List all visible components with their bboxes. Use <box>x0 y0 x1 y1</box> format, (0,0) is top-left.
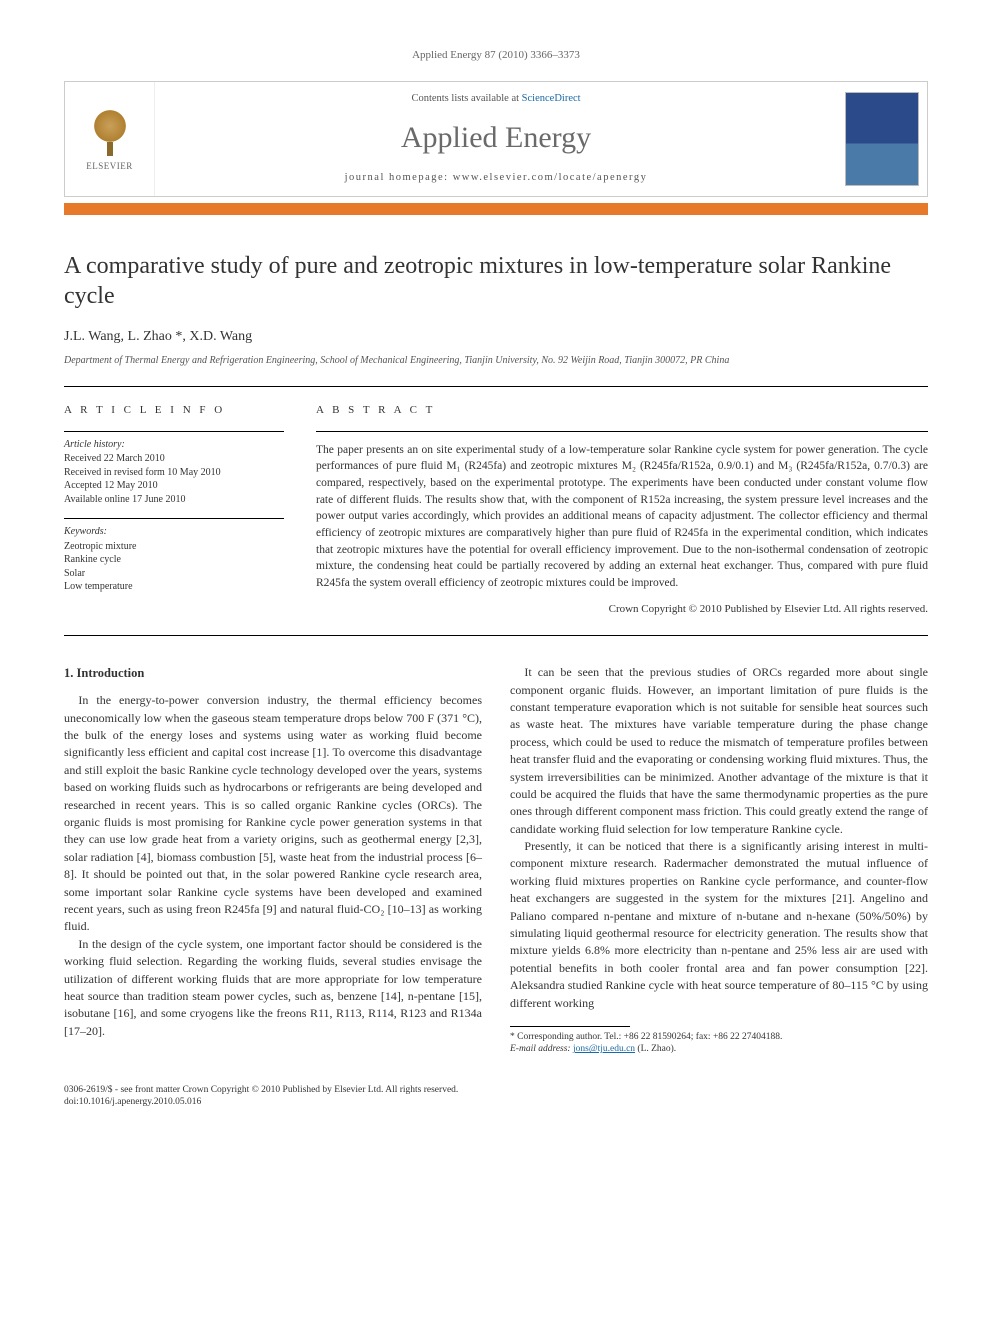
article-title: A comparative study of pure and zeotropi… <box>64 251 928 311</box>
running-head: Applied Energy 87 (2010) 3366–3373 <box>64 48 928 63</box>
sciencedirect-link[interactable]: ScienceDirect <box>522 93 581 104</box>
rule-bottom <box>64 635 928 636</box>
abstract-text: The paper presents an on site experiment… <box>316 442 928 592</box>
page-footer: 0306-2619/$ - see front matter Crown Cop… <box>64 1084 928 1109</box>
section-heading-intro: 1. Introduction <box>64 664 482 682</box>
history-line: Received in revised form 10 May 2010 <box>64 466 284 480</box>
accent-bar <box>64 203 928 215</box>
publisher-label: ELSEVIER <box>86 160 133 173</box>
journal-title: Applied Energy <box>163 117 829 159</box>
keyword: Rankine cycle <box>64 553 284 567</box>
footer-doi: doi:10.1016/j.apenergy.2010.05.016 <box>64 1096 928 1108</box>
abstract-copyright: Crown Copyright © 2010 Published by Else… <box>316 602 928 617</box>
email-label: E-mail address: <box>510 1044 571 1054</box>
history-label: Article history: <box>64 438 284 452</box>
contents-prefix: Contents lists available at <box>411 93 521 104</box>
footer-front-matter: 0306-2619/$ - see front matter Crown Cop… <box>64 1084 928 1096</box>
body-paragraph: It can be seen that the previous studies… <box>510 664 928 838</box>
elsevier-tree-icon <box>85 106 135 156</box>
journal-cover-thumb <box>846 93 918 185</box>
corresponding-email-link[interactable]: jons@tju.edu.cn <box>573 1044 635 1054</box>
journal-homepage-line: journal homepage: www.elsevier.com/locat… <box>163 171 829 186</box>
masthead-center: Contents lists available at ScienceDirec… <box>155 82 837 195</box>
footnote-separator <box>510 1026 630 1027</box>
keyword: Solar <box>64 567 284 581</box>
body-paragraph: Presently, it can be noticed that there … <box>510 838 928 1012</box>
body-paragraph: In the energy-to-power conversion indust… <box>64 692 482 935</box>
keyword: Low temperature <box>64 580 284 594</box>
history-line: Available online 17 June 2010 <box>64 493 284 507</box>
history-line: Accepted 12 May 2010 <box>64 479 284 493</box>
corresponding-author-footnote: * Corresponding author. Tel.: +86 22 815… <box>510 1031 928 1056</box>
author-list: J.L. Wang, L. Zhao *, X.D. Wang <box>64 327 928 347</box>
contents-lists-line: Contents lists available at ScienceDirec… <box>163 92 829 107</box>
affiliation: Department of Thermal Energy and Refrige… <box>64 354 928 368</box>
keyword: Zeotropic mixture <box>64 540 284 554</box>
article-history-block: Article history: Received 22 March 2010 … <box>64 431 284 507</box>
keywords-label: Keywords: <box>64 525 284 539</box>
body-paragraph: In the design of the cycle system, one i… <box>64 936 482 1040</box>
cover-thumb-block <box>837 82 927 195</box>
info-abstract-row: A R T I C L E I N F O Article history: R… <box>64 387 928 635</box>
abstract-heading: A B S T R A C T <box>316 403 928 418</box>
history-line: Received 22 March 2010 <box>64 452 284 466</box>
abstract-column: A B S T R A C T The paper presents an on… <box>316 403 928 617</box>
abstract-rule <box>316 431 928 432</box>
body-two-column: 1. Introduction In the energy-to-power c… <box>64 664 928 1056</box>
article-info-heading: A R T I C L E I N F O <box>64 403 284 418</box>
email-suffix: (L. Zhao). <box>637 1044 676 1054</box>
footnote-email-line: E-mail address: jons@tju.edu.cn (L. Zhao… <box>510 1043 928 1055</box>
footnote-line: * Corresponding author. Tel.: +86 22 815… <box>510 1031 928 1043</box>
keywords-block: Keywords: Zeotropic mixture Rankine cycl… <box>64 518 284 594</box>
publisher-logo-block: ELSEVIER <box>65 82 155 195</box>
journal-masthead: ELSEVIER Contents lists available at Sci… <box>64 81 928 196</box>
article-info-column: A R T I C L E I N F O Article history: R… <box>64 403 284 617</box>
